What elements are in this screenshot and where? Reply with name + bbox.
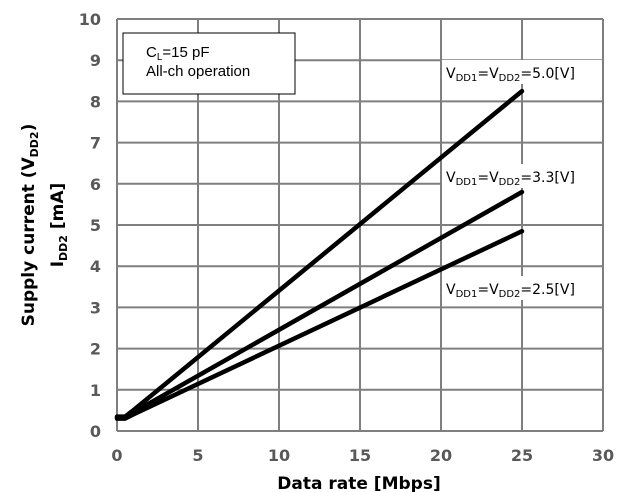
y-tick-label: 7 [90,134,101,153]
x-tick-label: 20 [430,446,452,465]
y-tick-label: 5 [90,216,101,235]
x-tick-label: 5 [192,446,203,465]
x-tick-label: 15 [349,446,371,465]
series-label-5v0: VDD1=VDD2=5.0[V] [446,66,575,84]
note-line1: CL=15 pF [146,44,210,63]
y-tick-labels: 0 1 2 3 4 5 6 7 8 9 10 [79,10,101,441]
series-lines [114,88,525,421]
y-tick-label: 10 [79,10,101,29]
y-tick-label: 3 [90,298,101,317]
series-label-3v3: VDD1=VDD2=3.3[V] [446,170,575,188]
note-box [122,32,296,95]
y-tick-label: 6 [90,175,101,194]
series-label-2v5: VDD1=VDD2=2.5[V] [446,282,575,300]
y-tick-label: 8 [90,92,101,111]
y-tick-label: 9 [90,51,101,70]
x-tick-label: 25 [511,446,533,465]
condition-note: CL=15 pF All-ch operation [122,32,296,95]
x-axis-title: Data rate [Mbps] [277,474,440,492]
x-tick-label: 10 [268,446,290,465]
series-labels: VDD1=VDD2=5.0[V] VDD1=VDD2=3.3[V] VDD1=V… [442,60,602,300]
y-tick-label: 0 [90,422,101,441]
x-tick-labels: 0 5 10 15 20 25 30 [111,446,614,465]
y-axis-title-line2: IDD2 [mA] [48,183,70,268]
y-axis-title-line1: Supply current (VDD2) [19,124,41,327]
note-line2: All-ch operation [146,63,250,80]
y-tick-label: 4 [90,257,101,276]
series-line [114,228,525,421]
x-tick-label: 0 [111,446,122,465]
series-line [114,88,525,419]
y-tick-label: 1 [90,381,101,400]
y-tick-label: 2 [90,340,101,359]
x-tick-label: 30 [592,446,614,465]
y-axis-title: Supply current (VDD2) IDD2 [mA] [19,124,70,327]
